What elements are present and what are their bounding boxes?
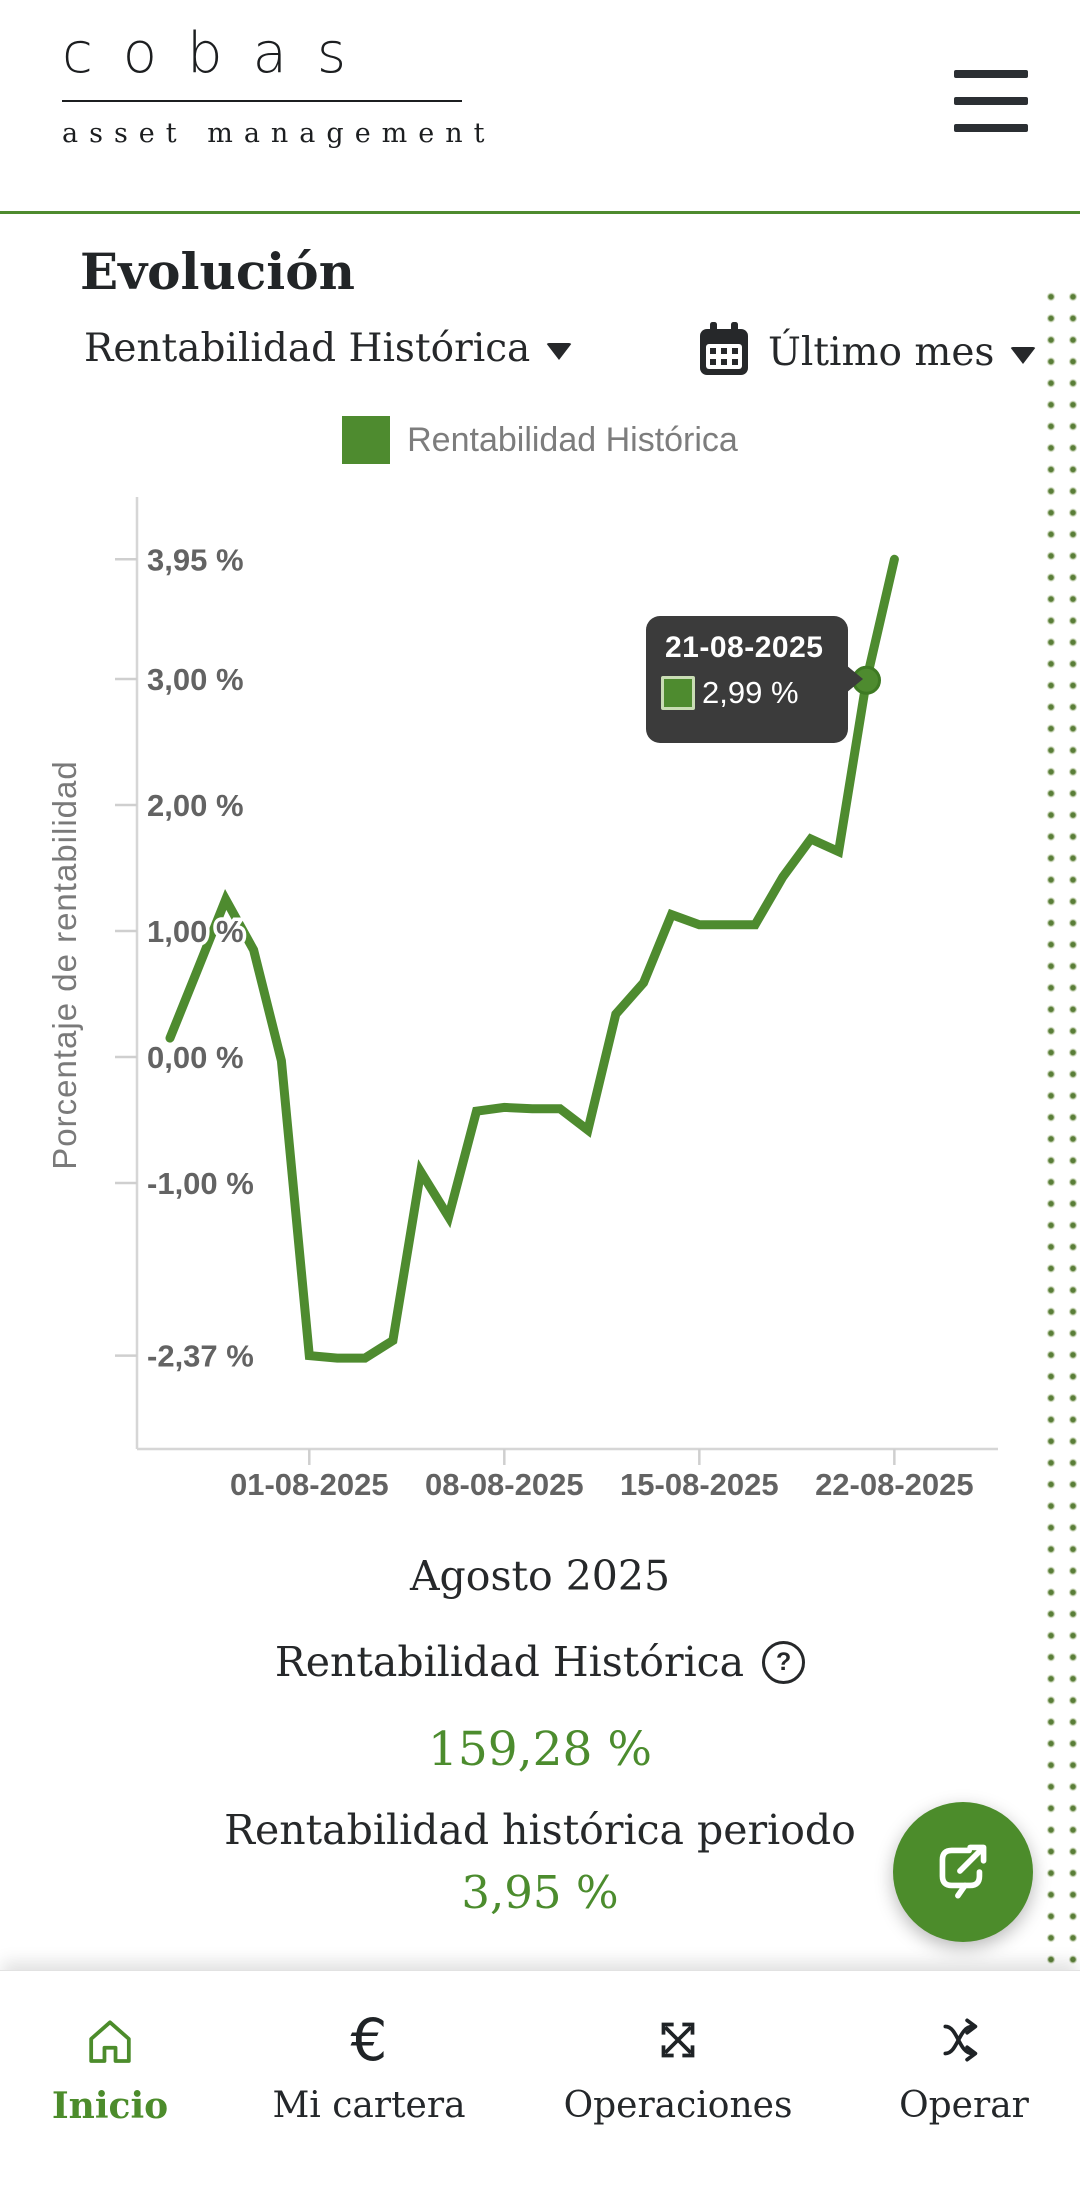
metric-dropdown[interactable]: Rentabilidad Histórica — [84, 326, 573, 371]
chevron-down-icon — [1010, 347, 1037, 364]
nav-item-operaciones[interactable]: Operaciones — [564, 1971, 792, 2188]
svg-text:-1,00 %: -1,00 % — [147, 1166, 254, 1201]
svg-text:3,00 %: 3,00 % — [147, 662, 244, 697]
logo-underline — [62, 100, 462, 102]
home-icon — [79, 2009, 141, 2071]
expand-arrows-icon — [649, 2009, 707, 2071]
svg-text:15-08-2025: 15-08-2025 — [620, 1467, 779, 1502]
period-dropdown-label: Último mes — [768, 330, 995, 375]
expand-fab-button[interactable] — [893, 1802, 1033, 1942]
metric-dropdown-label: Rentabilidad Histórica — [84, 326, 531, 371]
chart-tooltip: 21-08-2025 2,99 % — [646, 616, 863, 743]
help-icon[interactable]: ? — [762, 1640, 806, 1684]
svg-text:08-08-2025: 08-08-2025 — [425, 1467, 584, 1502]
bottom-navbar: Inicio € Mi cartera Operaciones Operar — [0, 1970, 1080, 2188]
summary-metric-row: Rentabilidad Histórica ? — [0, 1638, 1080, 1686]
summary-period-label: Rentabilidad histórica periodo — [224, 1806, 856, 1854]
nav-item-mi-cartera[interactable]: € Mi cartera — [259, 1971, 479, 2188]
app-header: cobas asset management — [0, 0, 1080, 211]
nav-label: Inicio — [51, 2085, 169, 2127]
svg-text:2,00 %: 2,00 % — [147, 788, 244, 823]
hamburger-menu-icon[interactable] — [954, 70, 1028, 132]
nav-label: Operar — [899, 2085, 1029, 2126]
nav-label: Mi cartera — [272, 2085, 466, 2126]
summary-metric-label: Rentabilidad Histórica — [274, 1638, 745, 1686]
nav-label: Operaciones — [563, 2085, 793, 2126]
tooltip-date: 21-08-2025 — [665, 631, 824, 664]
chart-legend: Rentabilidad Histórica — [0, 416, 1080, 464]
legend-label: Rentabilidad Histórica — [407, 420, 738, 459]
tooltip-value: 2,99 % — [702, 675, 799, 710]
svg-text:3,95 %: 3,95 % — [147, 542, 244, 577]
legend-swatch — [342, 416, 391, 464]
chevron-down-icon — [546, 343, 573, 360]
shuffle-icon — [935, 2009, 993, 2071]
logo-subtitle: asset management — [62, 118, 496, 149]
svg-text:-2,37 %: -2,37 % — [147, 1339, 254, 1374]
svg-text:1,00 %: 1,00 % — [147, 914, 244, 949]
tooltip-series-swatch — [661, 676, 695, 710]
svg-text:Porcentaje de rentabilidad: Porcentaje de rentabilidad — [46, 760, 83, 1169]
euro-icon: € — [350, 2006, 388, 2074]
svg-text:0,00 %: 0,00 % — [147, 1040, 244, 1075]
open-external-icon — [926, 1833, 1000, 1912]
summary-metric-value: 159,28 % — [427, 1722, 653, 1777]
summary-period-value: 3,95 % — [461, 1866, 619, 1919]
header-divider — [0, 211, 1080, 214]
page-title: Evolución — [80, 242, 355, 301]
svg-text:22-08-2025: 22-08-2025 — [815, 1467, 974, 1502]
nav-item-operar[interactable]: Operar — [854, 1971, 1074, 2188]
nav-item-inicio[interactable]: Inicio — [0, 1971, 220, 2188]
svg-text:01-08-2025: 01-08-2025 — [230, 1467, 389, 1502]
period-dropdown[interactable]: Último mes — [698, 322, 1037, 383]
cobas-logo: cobas asset management — [62, 22, 496, 149]
calendar-icon — [698, 322, 750, 383]
summary-month-title: Agosto 2025 — [409, 1552, 671, 1600]
logo-wordmark: cobas — [62, 21, 377, 86]
